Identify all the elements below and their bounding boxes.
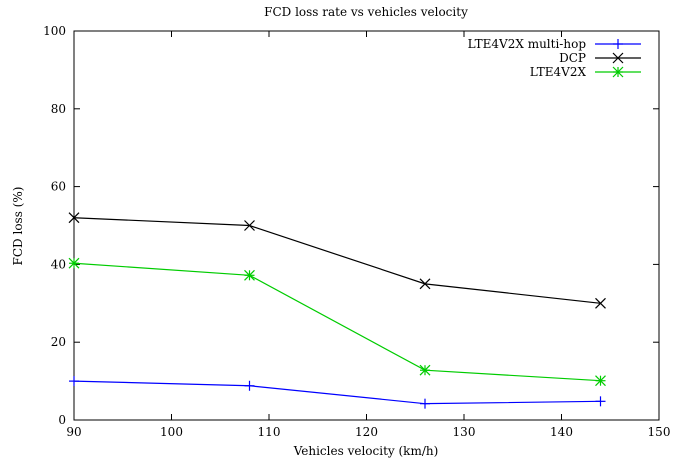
x-tick-label: 120 (355, 425, 378, 439)
x-tick-label: 100 (160, 425, 183, 439)
data-point-dcp (419, 278, 431, 290)
data-point-lte4v2x-multi-hop (69, 376, 79, 387)
data-point-dcp (595, 297, 606, 309)
legend-entry-lte4v2x-multi-hop: LTE4V2X multi-hop (468, 37, 641, 51)
legend-marker (612, 66, 624, 78)
data-point-lte4v2x (595, 375, 606, 387)
plot-area-frame (73, 30, 660, 421)
data-point-dcp (68, 212, 80, 224)
series-line-lte4v2x-multi-hop (73, 380, 601, 405)
x-tick-label: 150 (648, 425, 671, 439)
legend-marker (613, 39, 623, 49)
axes: 90 100 110 120 130 140 150 0 20 40 60 80 100 (43, 24, 670, 439)
series-lte4v2x (68, 257, 606, 387)
data-point-lte4v2x (419, 364, 431, 376)
data-point-lte4v2x (244, 269, 255, 281)
data-point-lte4v2x (68, 257, 80, 269)
legend-label: DCP (559, 51, 586, 65)
data-point-lte4v2x-multi-hop (420, 398, 430, 409)
y-tick-label: 0 (58, 413, 66, 427)
y-tick-label: 40 (51, 257, 66, 271)
data-point-dcp (244, 220, 255, 231)
x-tick-label: 140 (550, 425, 573, 439)
legend-entry-dcp: DCP (559, 51, 641, 65)
series-line-dcp (73, 217, 601, 304)
y-tick-label: 80 (51, 102, 66, 116)
y-tick-label: 20 (51, 335, 66, 349)
legend-entry-lte4v2x: LTE4V2X (530, 65, 641, 79)
data-point-lte4v2x-multi-hop (595, 396, 606, 407)
x-tick-label: 130 (453, 425, 476, 439)
y-tick-label: 60 (51, 180, 66, 194)
legend-label: LTE4V2X multi-hop (468, 37, 587, 51)
y-axis-title: FCD loss (%) (11, 187, 25, 266)
x-axis-title: Vehicles velocity (km/h) (293, 444, 439, 458)
series-line-lte4v2x (73, 262, 601, 382)
legend-marker (612, 52, 624, 64)
x-tick-label: 110 (258, 425, 281, 439)
series-dcp (68, 212, 606, 309)
data-point-lte4v2x-multi-hop (244, 380, 255, 391)
legend-label: LTE4V2X (530, 65, 587, 79)
y-tick-label: 100 (43, 24, 66, 38)
series-layer (68, 212, 606, 409)
chart-title: FCD loss rate vs vehicles velocity (264, 5, 468, 19)
series-lte4v2x-multi-hop (69, 376, 606, 409)
x-tick-label: 90 (66, 425, 81, 439)
